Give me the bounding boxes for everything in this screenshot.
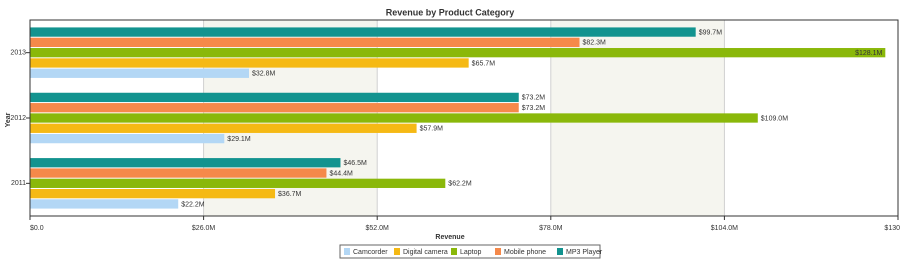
- legend-swatch: [451, 248, 457, 255]
- bar: [30, 48, 886, 58]
- y-tick-label: 2011: [11, 180, 26, 187]
- bar: [30, 37, 580, 48]
- legend-box: [339, 244, 601, 259]
- value-label: $46.5M: [343, 160, 367, 167]
- chart-title: Revenue by Product Category: [386, 7, 515, 17]
- value-label: $22.2M: [181, 201, 205, 208]
- bar: [30, 158, 341, 168]
- x-axis-title: Revenue: [435, 234, 464, 241]
- value-label: $109.0M: [761, 115, 788, 122]
- y-tick-label: 2013: [10, 50, 26, 57]
- x-tick-label: $104.0M: [711, 225, 738, 232]
- bar: [30, 27, 696, 37]
- legend-label: Camcorder: [353, 249, 388, 256]
- x-tick-label: $130: [884, 225, 900, 232]
- value-label: $44.4M: [329, 170, 353, 177]
- legend-label: Mobile phone: [504, 249, 546, 256]
- value-label: $73.2M: [522, 95, 546, 102]
- bar: [30, 199, 179, 209]
- bar: [30, 58, 469, 68]
- value-label: $36.7M: [278, 191, 302, 198]
- legend-label: Laptop: [460, 249, 482, 256]
- value-label: $57.9M: [420, 126, 444, 133]
- plot-border: [29, 19, 899, 217]
- x-tick-label: $0.0: [30, 225, 44, 232]
- bar: [30, 92, 519, 103]
- value-label: $82.3M: [583, 40, 607, 47]
- x-tick-label: $52.0M: [366, 225, 390, 232]
- bar: [30, 188, 276, 199]
- value-label: $73.2M: [522, 105, 546, 112]
- value-label: $128.1M: [855, 50, 882, 57]
- value-label: $29.1M: [227, 136, 251, 143]
- bar: [30, 178, 446, 188]
- bar: [30, 113, 758, 123]
- legend-swatch: [495, 248, 501, 255]
- legend-label: Digital camera: [403, 249, 448, 256]
- legend: Camcorder Digital camera Laptop Mobile phon…: [339, 244, 603, 259]
- bar: [30, 68, 250, 78]
- legend-swatch: [344, 248, 350, 255]
- value-label: $99.7M: [699, 29, 723, 36]
- legend-swatch: [394, 248, 400, 255]
- bar: [30, 123, 417, 133]
- bar: [30, 133, 225, 144]
- y-axis-title: Year: [5, 112, 12, 127]
- bar: [30, 168, 327, 178]
- value-label: $32.8M: [252, 71, 276, 78]
- legend-swatch: [557, 248, 563, 255]
- x-tick-label: $78.0M: [539, 225, 563, 232]
- legend-label: MP3 Player: [566, 249, 603, 256]
- y-tick-label: 2012: [10, 115, 26, 122]
- value-label: $65.7M: [472, 60, 496, 67]
- value-label: $62.2M: [448, 181, 472, 188]
- x-tick-label: $26.0M: [192, 225, 216, 232]
- bar: [30, 103, 519, 113]
